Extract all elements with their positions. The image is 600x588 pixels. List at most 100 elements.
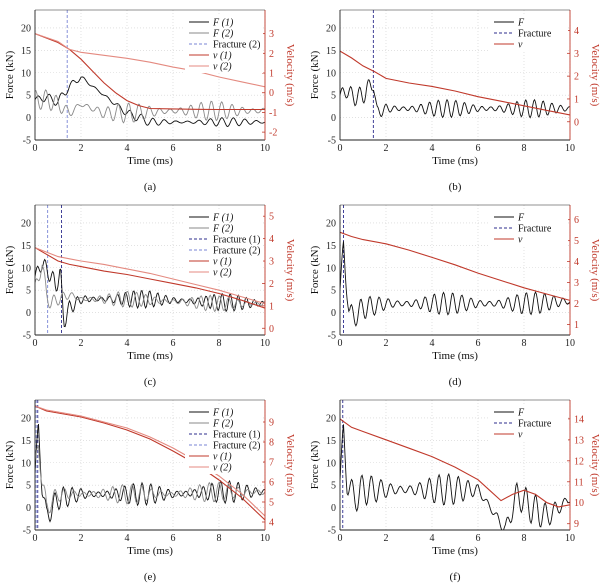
legend-label: Fracture (2) xyxy=(213,441,260,452)
y-tick-label: 0 xyxy=(26,308,31,319)
x-tick-label: 0 xyxy=(338,143,343,154)
x-tick-label: 2 xyxy=(79,143,84,154)
x-axis-label: Time (ms) xyxy=(432,545,478,557)
y-axis-label: Force (kN) xyxy=(309,50,321,99)
x-tick-label: 8 xyxy=(217,338,222,349)
legend-label: F xyxy=(517,213,525,224)
plot-area xyxy=(340,205,570,335)
x-tick-label: 6 xyxy=(476,143,481,154)
panel-caption: (e) xyxy=(144,571,157,583)
legend-label: v xyxy=(518,40,523,51)
legend: F (1)F (2)Fracture (1)Fracture (2)v (1)v… xyxy=(185,209,263,279)
y-axis-label: Force (kN) xyxy=(4,245,16,294)
y2-tick-label: 3 xyxy=(574,278,579,289)
y2-tick-label: 9 xyxy=(574,519,579,530)
x-tick-label: 10 xyxy=(260,143,270,154)
y2-axis-label: Velocity (m/s) xyxy=(589,239,600,302)
y2-tick-label: 10 xyxy=(574,498,584,509)
legend-box xyxy=(490,14,568,51)
x-tick-label: 6 xyxy=(476,338,481,349)
plot-area xyxy=(340,400,570,530)
legend-label: Fracture xyxy=(518,29,552,40)
y2-tick-label: 12 xyxy=(574,456,584,467)
y2-tick-label: 0 xyxy=(269,88,274,99)
y2-axis-label: Velocity (m/s) xyxy=(284,44,296,107)
y2-tick-label: 2 xyxy=(574,72,579,83)
plot-area xyxy=(35,400,265,530)
y2-tick-label: 4 xyxy=(269,234,274,245)
legend-box xyxy=(490,209,568,246)
y2-tick-label: 4 xyxy=(269,518,274,529)
panel-caption: (d) xyxy=(449,376,462,388)
y2-tick-label: 0 xyxy=(269,324,274,335)
plot-area xyxy=(35,10,265,140)
y-tick-label: 15 xyxy=(326,436,336,447)
y-tick-label: 20 xyxy=(326,218,336,229)
legend-label: Fracture (2) xyxy=(213,246,260,257)
y2-tick-label: 9 xyxy=(269,418,274,429)
x-tick-label: 2 xyxy=(79,533,84,544)
x-tick-label: 0 xyxy=(33,143,38,154)
force-series-f1 xyxy=(35,258,265,328)
x-tick-label: 4 xyxy=(125,533,130,544)
y-tick-label: 5 xyxy=(331,91,336,102)
y-tick-label: 0 xyxy=(26,503,31,514)
y2-axis-label: Velocity (m/s) xyxy=(284,434,296,497)
legend-label: Fracture xyxy=(518,419,552,430)
y2-tick-label: 8 xyxy=(269,438,274,449)
y-tick-label: 5 xyxy=(26,481,31,492)
y-tick-label: 5 xyxy=(331,286,336,297)
x-tick-label: 0 xyxy=(338,338,343,349)
legend-box xyxy=(185,14,263,73)
legend-box xyxy=(185,404,263,474)
y-tick-label: 20 xyxy=(326,23,336,34)
y-tick-label: 10 xyxy=(21,68,31,79)
legend-label: v xyxy=(518,430,523,441)
x-tick-label: 8 xyxy=(522,338,527,349)
y-tick-label: 20 xyxy=(21,23,31,34)
y2-tick-label: 1 xyxy=(574,320,579,331)
x-tick-label: 4 xyxy=(125,338,130,349)
x-tick-label: 10 xyxy=(565,143,575,154)
x-tick-label: 6 xyxy=(171,143,176,154)
force-series-f2 xyxy=(35,89,265,124)
y-tick-label: 5 xyxy=(331,481,336,492)
x-tick-label: 0 xyxy=(33,338,38,349)
y2-tick-label: 2 xyxy=(269,279,274,290)
x-axis-label: Time (ms) xyxy=(432,155,478,167)
velocity-series-v2 xyxy=(35,33,265,88)
velocity-series-v1 xyxy=(340,418,570,508)
velocity-series-v2 xyxy=(35,247,265,305)
y2-tick-label: 1 xyxy=(269,69,274,80)
y-tick-label: 10 xyxy=(326,68,336,79)
x-axis-label: Time (ms) xyxy=(127,545,173,557)
force-series-f1 xyxy=(35,423,265,523)
y2-tick-label: 3 xyxy=(269,29,274,40)
y2-axis-label: Velocity (m/s) xyxy=(589,434,600,497)
velocity-series-v2 xyxy=(35,405,265,517)
y-tick-label: 10 xyxy=(21,458,31,469)
force-series-f1 xyxy=(35,76,265,127)
y2-tick-label: 3 xyxy=(269,257,274,268)
y-tick-label: 0 xyxy=(331,503,336,514)
x-tick-label: 4 xyxy=(430,533,435,544)
plot-area xyxy=(35,205,265,335)
legend-label: F (2) xyxy=(212,224,234,235)
y-axis-label: Force (kN) xyxy=(309,245,321,294)
y2-tick-label: 0 xyxy=(574,117,579,128)
y-tick-label: 15 xyxy=(21,436,31,447)
legend: F (1)F (2)Fracture (2)v (1)v (2) xyxy=(185,14,263,73)
legend-label: F (1) xyxy=(212,408,234,419)
x-tick-label: 8 xyxy=(217,143,222,154)
y2-tick-label: -1 xyxy=(269,108,277,119)
x-tick-label: 10 xyxy=(260,533,270,544)
y2-tick-label: 6 xyxy=(269,478,274,489)
x-tick-label: 4 xyxy=(125,143,130,154)
legend-label: F xyxy=(517,408,525,419)
y-tick-label: -5 xyxy=(328,136,336,147)
